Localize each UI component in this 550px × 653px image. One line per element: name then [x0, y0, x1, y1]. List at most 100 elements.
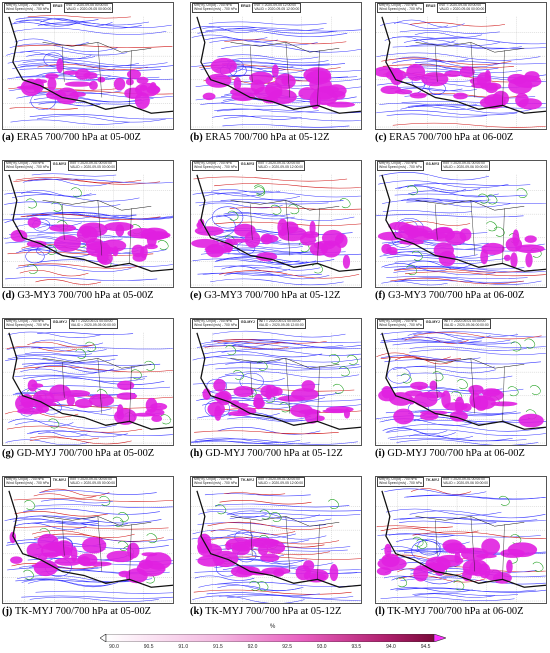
model-tag: GD-MYJ	[52, 320, 67, 324]
colorbar-tick-label: 93.0	[316, 644, 327, 650]
panel-letter: (l)	[375, 606, 385, 617]
variable-text: MR(%), UV(kt) - 700 hPa	[379, 319, 417, 323]
colorbar-under-arrow	[100, 634, 107, 642]
wind-speed-text: Wind Speed (m/s) - 700 hPa	[6, 6, 49, 11]
variable-box: MR(%), UV(kt) - 700 hPa Wind Speed (m/s) …	[4, 477, 51, 487]
panel-letter: (b)	[190, 132, 203, 143]
valid-text: VALID = 2020-09-05 12:00:00	[258, 322, 304, 327]
panel-title: TK-MYJ 700/700 hPa at 05-00Z	[14, 606, 152, 617]
variable-text: MR(%), UV(kt) - 700 hPa	[379, 477, 417, 481]
model-tag: TK-MYJ	[425, 478, 440, 482]
wind-speed-text: Wind Speed (m/s) - 700 hPa	[194, 480, 237, 485]
time-box: INIT = 2020-09-01 00:00:00 VALID = 2020-0…	[256, 319, 306, 329]
panel-caption: (h) GD-MYJ 700/700 hPa at 05-12Z	[190, 448, 362, 459]
map-image	[190, 476, 362, 604]
wind-speed-text: Wind Speed (m/s) - 700 hPa	[379, 6, 422, 11]
wind-speed-text: Wind Speed (m/s) - 700 hPa	[194, 322, 237, 327]
panel-caption: (l) TK-MYJ 700/700 hPa at 06-00Z	[375, 606, 547, 617]
init-text: INIT = 2020-09-01 00:00:00	[258, 477, 300, 481]
model-tag: TK-MYJ	[240, 478, 255, 482]
colorbar-unit: %	[270, 624, 276, 630]
variable-text: MR(%), UV(kt) - 700 hPa	[6, 319, 44, 323]
variable-box: MR(%), UV(kt) - 700 hPa Wind Speed (m/s) …	[4, 319, 51, 329]
map-header: MR(%), UV(kt) - 700 hPa Wind Speed (m/s) …	[4, 319, 172, 331]
colorbar-tick-label: 90.5	[143, 644, 154, 650]
model-tag: ERA5	[240, 4, 251, 8]
time-box: INIT = 2020-09-05 12:00:00 VALID = 2020-0…	[252, 3, 302, 13]
map-header: MR(%), UV(kt) - 700 hPa Wind Speed (m/s) …	[4, 3, 172, 15]
colorbar-tick-label: 94.0	[386, 644, 396, 650]
panel-caption: (j) TK-MYJ 700/700 hPa at 05-00Z	[2, 606, 174, 617]
panel-title: GD-MYJ 700/700 hPa at 05-00Z	[16, 448, 155, 459]
init-text: INIT = 2020-09-06 00:00:00	[439, 3, 482, 7]
wind-speed-text: Wind Speed (m/s) - 700 hPa	[6, 164, 49, 169]
panel-letter: (i)	[375, 448, 385, 459]
model-tag: GD-MYJ	[425, 320, 440, 324]
time-box: INIT = 2020-09-06 00:00:00 VALID = 2020-0…	[437, 3, 487, 13]
wind-speed-text: Wind Speed (m/s) - 700 hPa	[6, 322, 49, 327]
wind-speed-text: Wind Speed (m/s) - 700 hPa	[379, 164, 422, 169]
panel-letter: (k)	[190, 606, 203, 617]
init-text: INIT = 2020-09-01 00:00:00	[258, 161, 300, 165]
panel-title: ERA5 700/700 hPa at 05-12Z	[205, 132, 330, 143]
map-image	[190, 318, 362, 446]
map-header: MR(%), UV(kt) - 700 hPa Wind Speed (m/s) …	[192, 319, 360, 331]
panel-title: G3-MY3 700/700 hPa at 06-00Z	[388, 290, 525, 301]
map-header: MR(%), UV(kt) - 700 hPa Wind Speed (m/s) …	[192, 3, 360, 15]
wind-speed-text: Wind Speed (m/s) - 700 hPa	[379, 480, 422, 485]
init-text: INIT = 2020-09-01 00:00:00	[70, 477, 112, 481]
model-tag: TK-MYJ	[52, 478, 67, 482]
panel-letter: (j)	[2, 606, 13, 617]
variable-text: MR(%), UV(kt) - 700 hPa	[6, 477, 44, 481]
wind-speed-text: Wind Speed (m/s) - 700 hPa	[379, 322, 422, 327]
map-image	[375, 476, 547, 604]
panel-letter: (a)	[2, 132, 15, 143]
panel-caption: (a) ERA5 700/700 hPa at 05-00Z	[2, 132, 174, 143]
map-header: MR(%), UV(kt) - 700 hPa Wind Speed (m/s) …	[192, 161, 360, 173]
init-text: INIT = 2020-09-01 00:00:00	[70, 319, 113, 323]
wind-speed-text: Wind Speed (m/s) - 700 hPa	[194, 164, 237, 169]
model-tag: G3-MY3	[425, 162, 440, 166]
panel-title: G3-MY3 700/700 hPa at 05-12Z	[204, 290, 341, 301]
variable-box: MR(%), UV(kt) - 700 hPa Wind Speed (m/s) …	[192, 319, 239, 329]
panel-caption: (b) ERA5 700/700 hPa at 05-12Z	[190, 132, 362, 143]
variable-text: MR(%), UV(kt) - 700 hPa	[6, 3, 44, 7]
valid-text: VALID = 2020-09-05 00:00:00	[66, 6, 112, 11]
colorbar-over-arrow	[433, 634, 446, 642]
wind-speed-text: Wind Speed (m/s) - 700 hPa	[6, 480, 49, 485]
panel-caption: (g) GD-MYJ 700/700 hPa at 05-00Z	[2, 448, 174, 459]
panel-title: GD-MYJ 700/700 hPa at 05-12Z	[205, 448, 343, 459]
init-text: INIT = 2020-09-05 12:00:00	[254, 3, 297, 7]
map-header: MR(%), UV(kt) - 700 hPa Wind Speed (m/s) …	[377, 3, 545, 15]
panel-title: G3-MY3 700/700 hPa at 05-00Z	[17, 290, 154, 301]
panel-caption: (e) G3-MY3 700/700 hPa at 05-12Z	[190, 290, 362, 301]
colorbar	[100, 634, 446, 642]
variable-text: MR(%), UV(kt) - 700 hPa	[379, 161, 417, 165]
init-text: INIT = 2020-09-01 00:00:00	[443, 161, 485, 165]
panel-letter: (d)	[2, 290, 15, 301]
panel-caption: (i) GD-MYJ 700/700 hPa at 06-00Z	[375, 448, 547, 459]
time-box: INIT = 2020-09-01 00:00:00 VALID = 2020-0…	[441, 319, 491, 329]
variable-box: MR(%), UV(kt) - 700 hPa Wind Speed (m/s) …	[377, 3, 424, 13]
init-text: INIT = 2020-09-01 00:00:00	[70, 161, 112, 165]
panel-title: ERA5 700/700 hPa at 05-00Z	[16, 132, 141, 143]
map-image	[190, 2, 362, 130]
panel-letter: (h)	[190, 448, 203, 459]
colorbar-tick-label: 93.5	[351, 644, 362, 650]
valid-text: VALID = 2020-09-06 00:00:00	[443, 480, 489, 485]
init-text: INIT = 2020-09-01 00:00:00	[443, 477, 485, 481]
colorbar-tick-label: 91.5	[212, 644, 223, 650]
init-text: INIT = 2020-09-05 00:00:00	[66, 3, 109, 7]
valid-text: VALID = 2020-09-05 12:00:00	[258, 164, 304, 169]
time-box: INIT = 2020-09-01 00:00:00 VALID = 2020-0…	[68, 319, 118, 329]
panel-caption: (f) G3-MY3 700/700 hPa at 06-00Z	[375, 290, 547, 301]
valid-text: VALID = 2020-09-05 00:00:00	[70, 322, 116, 327]
panel-caption: (c) ERA5 700/700 hPa at 06-00Z	[375, 132, 547, 143]
valid-text: VALID = 2020-09-05 00:00:00	[70, 480, 116, 485]
map-image	[375, 160, 547, 288]
variable-box: MR(%), UV(kt) - 700 hPa Wind Speed (m/s) …	[377, 161, 424, 171]
panel-letter: (f)	[375, 290, 386, 301]
variable-text: MR(%), UV(kt) - 700 hPa	[379, 3, 417, 7]
valid-text: VALID = 2020-09-05 00:00:00	[70, 164, 116, 169]
time-box: INIT = 2020-09-01 00:00:00 VALID = 2020-0…	[68, 477, 118, 487]
